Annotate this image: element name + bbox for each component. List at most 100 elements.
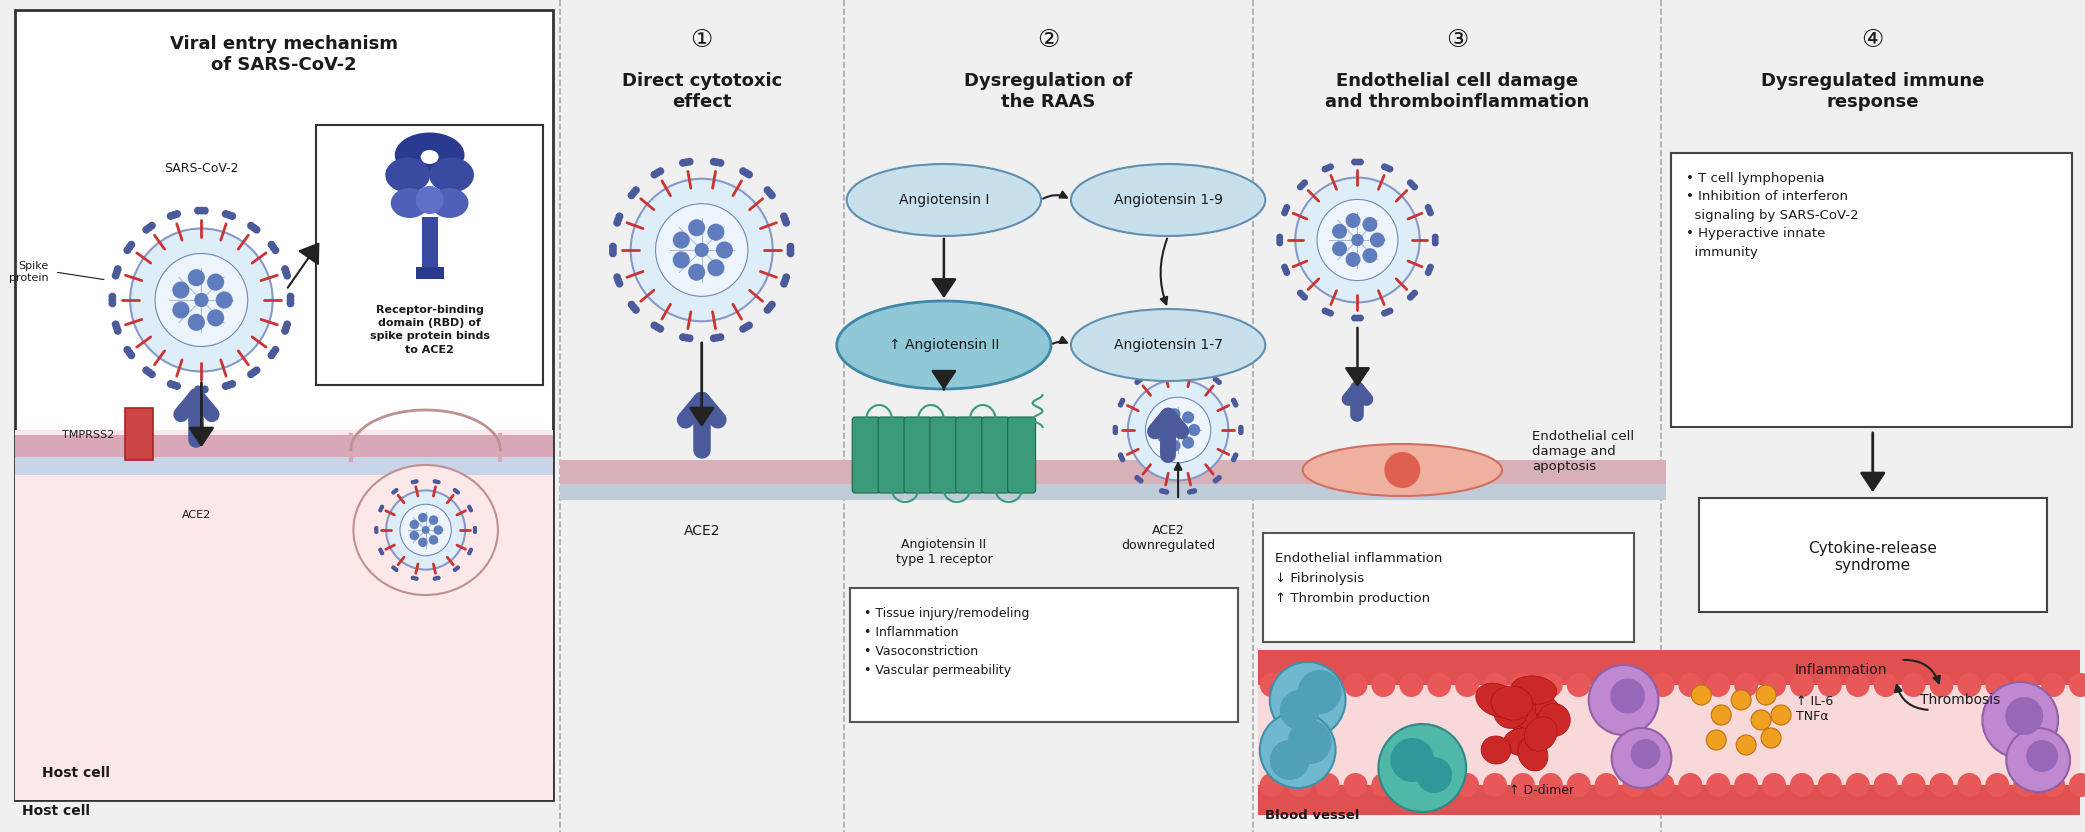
Circle shape: [173, 301, 190, 319]
Circle shape: [653, 169, 661, 176]
Bar: [1257, 685, 2081, 815]
Circle shape: [188, 269, 204, 286]
Circle shape: [782, 215, 788, 224]
Ellipse shape: [1514, 720, 1549, 746]
Circle shape: [1159, 488, 1166, 493]
Circle shape: [1289, 673, 1311, 697]
Circle shape: [392, 567, 396, 571]
Circle shape: [430, 515, 438, 525]
Circle shape: [409, 531, 419, 540]
Circle shape: [1134, 475, 1140, 481]
Circle shape: [782, 219, 790, 226]
Circle shape: [146, 369, 152, 376]
Circle shape: [1751, 710, 1770, 730]
Circle shape: [432, 479, 438, 483]
Circle shape: [1985, 773, 2010, 797]
Ellipse shape: [1491, 686, 1532, 720]
Circle shape: [252, 225, 261, 234]
Circle shape: [609, 250, 617, 257]
Circle shape: [142, 366, 150, 374]
Ellipse shape: [1493, 691, 1528, 728]
Circle shape: [1387, 166, 1393, 172]
Circle shape: [1270, 740, 1309, 780]
Circle shape: [415, 479, 419, 483]
Circle shape: [225, 381, 234, 389]
Circle shape: [686, 158, 694, 166]
Circle shape: [123, 346, 131, 354]
Circle shape: [2027, 740, 2058, 772]
Circle shape: [113, 269, 121, 276]
Ellipse shape: [1512, 697, 1543, 729]
Circle shape: [1168, 439, 1180, 452]
Circle shape: [782, 274, 790, 281]
Ellipse shape: [1480, 736, 1512, 764]
Circle shape: [434, 576, 438, 581]
Circle shape: [227, 212, 236, 220]
Circle shape: [1407, 179, 1414, 186]
Circle shape: [1161, 366, 1168, 371]
Circle shape: [1958, 773, 1981, 797]
Circle shape: [467, 507, 473, 511]
Ellipse shape: [1524, 717, 1557, 751]
Circle shape: [1762, 673, 1787, 697]
Bar: [415, 267, 444, 279]
Circle shape: [767, 191, 776, 200]
Circle shape: [167, 212, 175, 220]
Circle shape: [1791, 773, 1814, 797]
Text: Direct cytotoxic
effect: Direct cytotoxic effect: [621, 72, 782, 111]
Circle shape: [1163, 489, 1170, 495]
Circle shape: [284, 320, 292, 329]
Circle shape: [1157, 417, 1170, 429]
Circle shape: [1351, 234, 1364, 246]
Circle shape: [1902, 673, 1927, 697]
Circle shape: [1874, 673, 1897, 697]
Ellipse shape: [430, 157, 473, 192]
Circle shape: [1326, 310, 1334, 317]
Circle shape: [1566, 673, 1591, 697]
Text: Inflammation: Inflammation: [1795, 663, 1887, 677]
Circle shape: [1186, 489, 1193, 495]
Circle shape: [206, 310, 225, 326]
Circle shape: [740, 167, 746, 175]
Circle shape: [1589, 665, 1658, 735]
Text: Angiotensin I: Angiotensin I: [899, 193, 988, 207]
Ellipse shape: [1072, 309, 1266, 381]
Circle shape: [411, 576, 415, 580]
Bar: [421, 217, 438, 272]
Circle shape: [1762, 773, 1787, 797]
Circle shape: [1426, 266, 1432, 273]
FancyBboxPatch shape: [982, 417, 1009, 493]
Circle shape: [1845, 773, 1870, 797]
Circle shape: [765, 304, 774, 311]
Circle shape: [1163, 365, 1170, 371]
Circle shape: [1691, 685, 1712, 705]
Text: ACE2: ACE2: [684, 524, 719, 538]
Circle shape: [1426, 264, 1434, 270]
Circle shape: [1818, 773, 1841, 797]
Circle shape: [1113, 425, 1118, 430]
Bar: [15, 435, 553, 457]
Circle shape: [188, 314, 204, 331]
Circle shape: [1259, 712, 1336, 788]
Circle shape: [680, 159, 686, 166]
Circle shape: [1324, 165, 1330, 171]
Text: Cytokine-release
syndrome: Cytokine-release syndrome: [1808, 541, 1937, 573]
Circle shape: [115, 265, 121, 273]
Circle shape: [281, 327, 290, 334]
Circle shape: [413, 479, 417, 484]
Circle shape: [173, 210, 181, 218]
Circle shape: [2014, 773, 2037, 797]
Circle shape: [1357, 159, 1364, 166]
Circle shape: [1455, 673, 1478, 697]
Text: ②: ②: [1038, 28, 1059, 52]
Circle shape: [1284, 204, 1291, 210]
Circle shape: [125, 349, 133, 356]
Circle shape: [379, 551, 384, 556]
Circle shape: [377, 508, 382, 513]
Circle shape: [1735, 673, 1758, 697]
Circle shape: [373, 527, 379, 532]
Text: Host cell: Host cell: [23, 804, 90, 818]
Bar: [125, 408, 152, 460]
Ellipse shape: [1072, 164, 1266, 236]
Circle shape: [1351, 314, 1357, 321]
